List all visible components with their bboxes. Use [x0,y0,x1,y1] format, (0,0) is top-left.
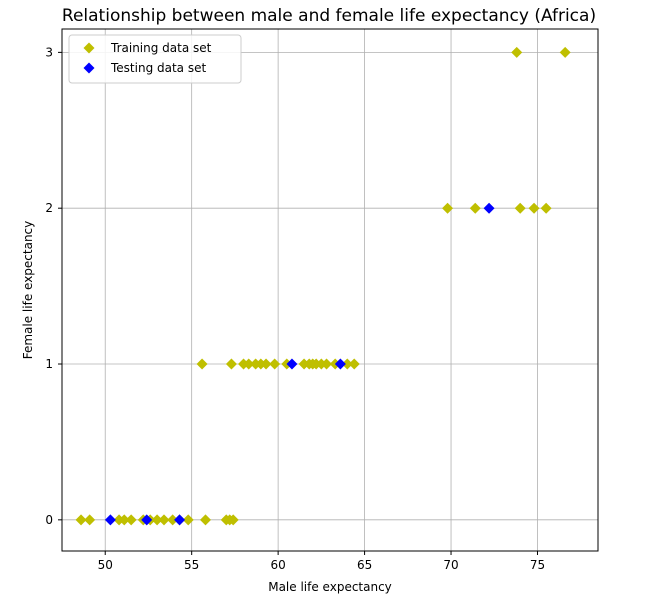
x-tick-label: 75 [530,558,545,572]
training-point [243,358,255,370]
x-tick-label: 55 [184,558,199,572]
training-point [540,202,552,214]
training-point [528,202,540,214]
training-point [269,358,281,370]
plot-area [61,28,599,552]
training-point [125,514,137,526]
x-tick-label: 70 [443,558,458,572]
legend-box [68,34,242,84]
training-point [151,514,163,526]
testing-point [174,514,186,526]
axis-ticks: 50 55 60 65 70 75 0 1 2 3 [45,45,545,572]
x-tick-label: 65 [357,558,372,572]
x-tick-label: 50 [98,558,113,572]
testing-point [286,358,298,370]
testing-point [104,514,116,526]
y-axis-label: Female life expectancy [21,221,35,360]
training-point [227,514,239,526]
legend: Training data set Testing data set [68,34,242,84]
y-tick-label: 1 [45,357,53,371]
legend-label: Testing data set [110,61,206,75]
y-tick-label: 2 [45,201,53,215]
chart-title: Relationship between male and female lif… [62,6,596,26]
legend-marker [83,42,95,54]
training-point [514,202,526,214]
x-tick-label: 60 [270,558,285,572]
training-point [511,46,523,58]
legend-marker [83,62,95,74]
training-point [182,514,194,526]
legend-label: Training data set [110,41,212,55]
training-point [167,514,179,526]
testing-point [141,514,153,526]
training-point [84,514,96,526]
training-point [200,514,212,526]
training-point [75,514,87,526]
training-point [559,46,571,58]
gridlines [62,29,598,551]
training-point [225,358,237,370]
y-tick-label: 3 [45,45,53,59]
training-point [348,358,360,370]
training-point [469,202,481,214]
testing-point [483,202,495,214]
data-points [75,46,571,526]
x-axis-label: Male life expectancy [268,580,392,594]
training-point [158,514,170,526]
training-point [321,358,333,370]
testing-point [334,358,346,370]
training-point [442,202,454,214]
training-point [196,358,208,370]
training-point [341,358,353,370]
training-point [118,514,130,526]
y-tick-label: 0 [45,513,53,527]
training-point [260,358,272,370]
